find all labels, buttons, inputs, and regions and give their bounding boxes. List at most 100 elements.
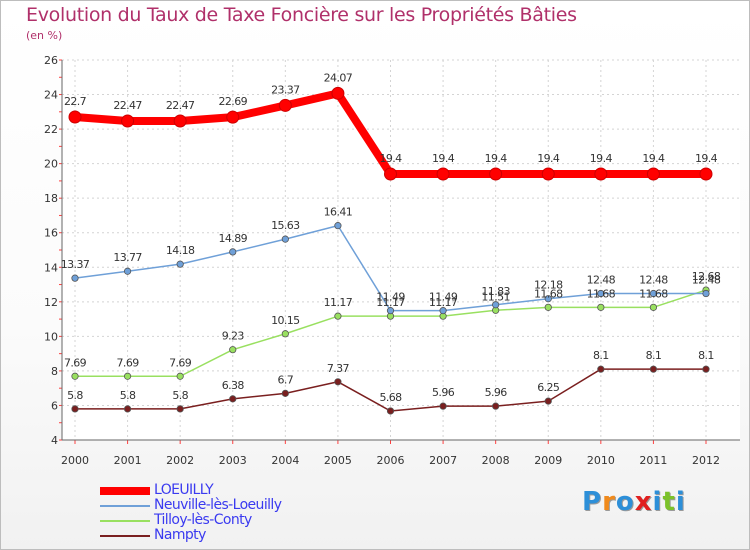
legend-item: Tilloy-lès-Conty: [100, 512, 360, 529]
data-point: [71, 405, 79, 413]
data-label: 5.8: [120, 389, 136, 402]
data-label: 19.4: [537, 152, 560, 165]
data-label: 7.37: [327, 362, 350, 375]
legend: LOEUILLY Neuville-lès-Loeuilly Tilloy-lès-…: [100, 482, 360, 544]
data-point: [544, 295, 552, 303]
y-tick-label: 16: [44, 227, 58, 240]
logo-letter: x: [634, 487, 653, 517]
x-tick-label: 2000: [61, 454, 89, 467]
data-point: [281, 235, 289, 243]
data-point: [281, 330, 289, 338]
x-tick-label: 2007: [429, 454, 457, 467]
x-tick-label: 2008: [482, 454, 510, 467]
data-point: [123, 267, 132, 275]
data-label: 6.25: [537, 381, 560, 394]
data-point: [71, 274, 79, 282]
data-point: [334, 312, 342, 320]
legend-swatch: [100, 520, 150, 522]
legend-label: Tilloy-lès-Conty: [154, 512, 252, 528]
data-point: [436, 167, 450, 181]
y-tick-label: 12: [44, 296, 58, 309]
data-label: 9.23: [222, 330, 245, 343]
data-point: [439, 307, 447, 315]
legend-item: LOEUILLY: [100, 482, 360, 499]
data-label: 7.69: [169, 356, 192, 369]
data-point: [176, 372, 184, 380]
data-label: 11.17: [324, 296, 353, 309]
data-label: 7.69: [64, 356, 87, 369]
legend-label: Nampty: [154, 527, 206, 543]
data-label: 11.17: [429, 296, 458, 309]
data-label: 22.47: [113, 99, 142, 112]
data-label: 8.1: [593, 349, 609, 362]
data-point: [229, 346, 237, 354]
data-label: 19.4: [590, 152, 613, 165]
data-point: [229, 248, 237, 256]
data-point: [278, 98, 292, 112]
data-label: 19.4: [642, 152, 665, 165]
x-tick-label: 2012: [692, 454, 720, 467]
data-point: [68, 110, 82, 124]
y-tick-label: 20: [44, 158, 58, 171]
data-point: [597, 289, 605, 298]
data-label: 12.48: [639, 274, 668, 287]
data-label: 11.49: [376, 291, 405, 304]
data-label: 5.96: [432, 386, 455, 399]
data-point: [384, 167, 397, 181]
data-label: 5.68: [379, 391, 402, 404]
data-label: 5.8: [172, 389, 188, 402]
data-label: 11.17: [376, 296, 405, 309]
data-label: 6.7: [277, 373, 293, 386]
data-point: [646, 167, 660, 181]
data-point: [386, 407, 395, 415]
data-label: 19.4: [379, 152, 402, 165]
data-label: 10.15: [271, 314, 300, 327]
x-tick-label: 2006: [377, 454, 405, 467]
y-tick-label: 26: [44, 54, 58, 67]
data-label: 7.69: [117, 356, 140, 369]
data-label: 22.47: [166, 99, 195, 112]
y-tick-label: 8: [51, 365, 58, 378]
x-tick-label: 2001: [114, 454, 142, 467]
legend-label: LOEUILLY: [154, 482, 214, 498]
data-point: [71, 372, 79, 380]
data-point: [492, 301, 500, 309]
data-point: [597, 303, 605, 311]
y-tick-label: 18: [44, 192, 58, 205]
data-label: 11.49: [429, 291, 458, 304]
x-tick-label: 2003: [219, 454, 247, 467]
y-tick-label: 6: [51, 399, 58, 412]
data-point: [544, 397, 552, 405]
data-label: 14.18: [166, 244, 195, 257]
data-label: 12.68: [692, 270, 721, 283]
data-point: [541, 167, 555, 181]
x-tick-label: 2010: [587, 454, 615, 467]
data-point: [176, 405, 184, 413]
data-label: 13.37: [61, 258, 90, 271]
data-point: [544, 303, 552, 311]
proxiti-logo: Proxiti: [582, 487, 686, 517]
data-point: [281, 389, 289, 397]
legend-item: Nampty: [100, 527, 360, 544]
data-label: 19.4: [432, 152, 455, 165]
logo-letter: i: [675, 487, 686, 517]
data-label: 24.07: [324, 71, 353, 84]
data-point: [123, 405, 132, 413]
data-point: [649, 289, 658, 298]
data-label: 12.48: [692, 274, 721, 287]
data-label: 19.4: [695, 152, 718, 165]
logo-letter: i: [652, 487, 663, 517]
data-label: 8.1: [698, 349, 714, 362]
y-tick-label: 22: [44, 123, 58, 136]
data-label: 11.68: [639, 287, 668, 300]
data-point: [176, 260, 184, 268]
data-label: 5.8: [67, 389, 83, 402]
data-label: 16.41: [324, 206, 353, 219]
data-point: [649, 303, 658, 311]
data-point: [702, 289, 710, 298]
x-tick-label: 2002: [166, 454, 194, 467]
data-label: 12.48: [587, 274, 616, 287]
x-tick-label: 2004: [271, 454, 299, 467]
data-label: 22.69: [219, 95, 248, 108]
